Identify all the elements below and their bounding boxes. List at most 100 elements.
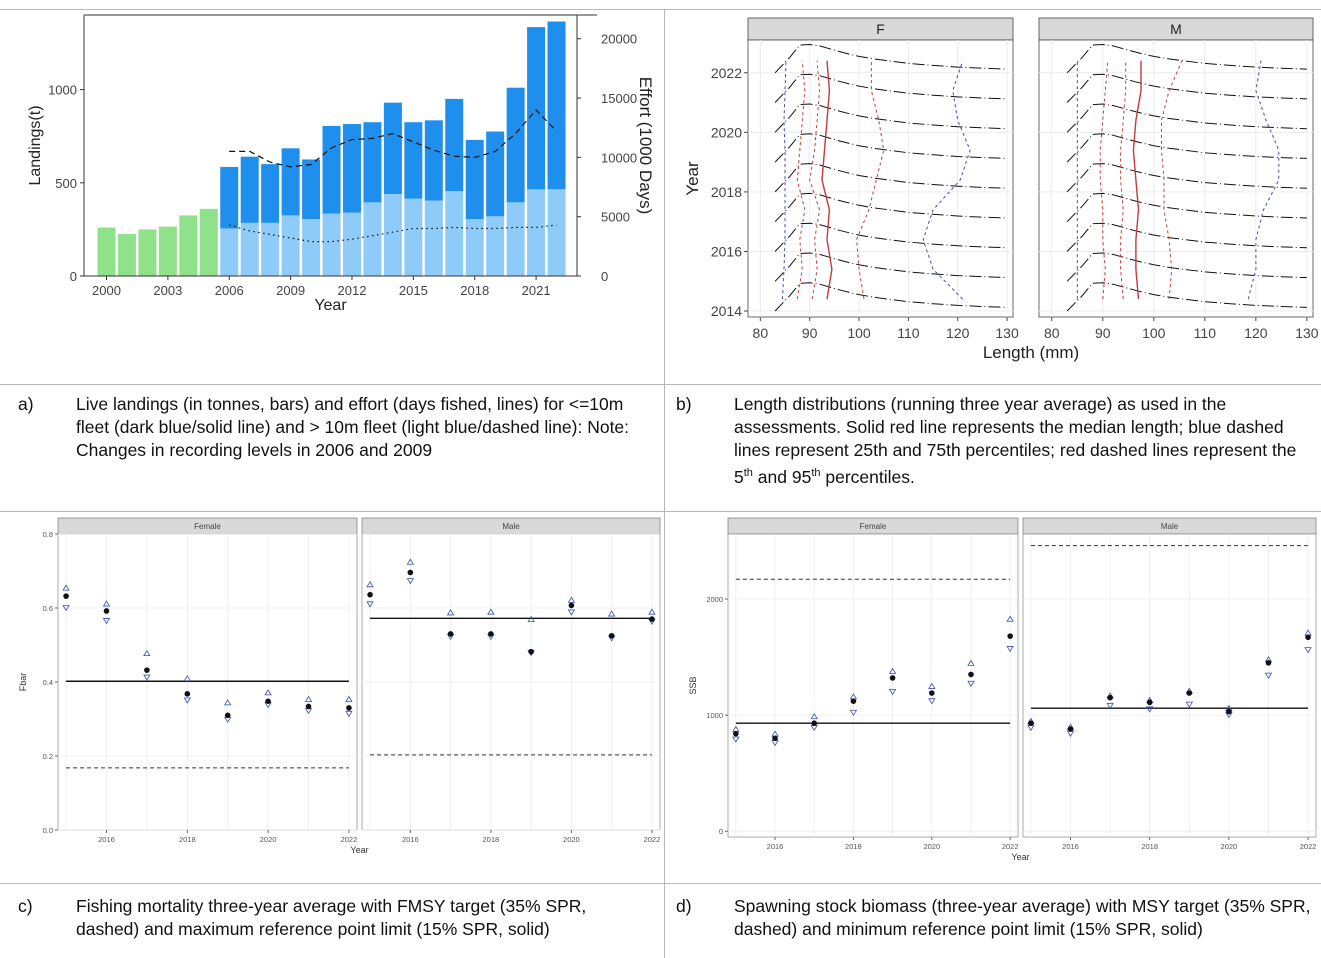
chart-b-xlabel: Length (mm) xyxy=(983,343,1079,362)
chart-c-point-Female-2015 xyxy=(63,593,69,599)
chart-b-xtick-label: 110 xyxy=(897,325,920,341)
chart-d-lower-marker-Male-2022 xyxy=(1304,647,1312,654)
chart-d-point-Male-2017 xyxy=(1107,694,1113,701)
caption-c: c) Fishing mortality three-year average … xyxy=(18,895,654,958)
chart-c-point-Female-2018 xyxy=(184,691,191,697)
caption-b-text: Length distributions (running three year… xyxy=(734,393,1314,489)
chart-d-xlabel: Year xyxy=(1011,852,1029,862)
chart-b-ridge-M-2021 xyxy=(1066,73,1307,103)
chart-b-ridge-M-2020 xyxy=(1066,103,1307,133)
chart-c-xtick-label: 2018 xyxy=(179,835,196,844)
chart-a-bar-2017-s1 xyxy=(445,191,464,276)
chart-a-bar-2011-s2 xyxy=(322,125,341,214)
chart-b-median-line-M xyxy=(1132,60,1142,300)
chart-c-upper-marker-Female-2019 xyxy=(223,699,232,706)
chart-b-ridge-M-2019 xyxy=(1066,133,1307,163)
chart-a-bar-2005-s0 xyxy=(199,208,218,276)
chart-d-strip-label-Female: Female xyxy=(860,522,887,531)
chart-d-point-Male-2019 xyxy=(1186,690,1193,696)
chart-d-point-Female-2018 xyxy=(850,698,857,704)
chart-d-point-Male-2018 xyxy=(1146,699,1153,706)
chart-b-ridge-F-2021 xyxy=(774,73,1008,103)
caption-b-sup-2: th xyxy=(811,467,821,479)
chart-c-upper-marker-Male-2018 xyxy=(487,608,495,615)
chart-b-p25-line-F xyxy=(809,60,821,300)
chart-b-p5-line-M xyxy=(1099,60,1109,300)
chart-b-xtick-label: 80 xyxy=(1044,325,1060,341)
chart-d-xtick-label: 2022 xyxy=(1002,842,1019,851)
chart-c-point-Female-2017 xyxy=(144,667,150,673)
chart-a-bar-2019-s1 xyxy=(486,216,505,276)
chart-c-point-Male-2021 xyxy=(608,632,615,639)
chart-c-svg: Female 2016 2018 2020 2022 Male 2016 2018 2020 20… xyxy=(18,517,661,855)
chart-c-point-Female-2021 xyxy=(305,703,312,710)
chart-b-ridge-M-2015 xyxy=(1066,252,1307,282)
chart-a-bar-2008-s2 xyxy=(261,164,280,223)
chart-a-ytick-label: 1000 xyxy=(48,83,77,98)
grid-vertical-divider xyxy=(664,9,665,958)
chart-c-upper-marker-Female-2018 xyxy=(183,675,192,682)
chart-c-lower-marker-Female-2017 xyxy=(143,674,151,681)
chart-c-upper-marker-Female-2021 xyxy=(304,695,313,702)
chart-b-ridge-M-2016 xyxy=(1066,222,1307,252)
chart-a-xtick-label: 2000 xyxy=(92,283,121,298)
chart-d-point-Male-2016 xyxy=(1067,726,1074,732)
chart-b-ytick-label: 2022 xyxy=(711,65,742,81)
chart-d-upper-marker-Female-2019 xyxy=(888,667,897,674)
chart-b-ridge-M-2017 xyxy=(1066,192,1307,223)
chart-a-bar-2021-s1 xyxy=(527,189,546,276)
caption-a-label: a) xyxy=(18,394,34,414)
chart-a-y2tick-label: 20000 xyxy=(601,32,637,47)
chart-c-xtick-label: 2016 xyxy=(98,835,115,844)
chart-a-y2tick-label: 5000 xyxy=(601,210,630,225)
chart-a-bar-2016-s1 xyxy=(424,200,443,276)
chart-b-lower-blue-line-F xyxy=(782,60,787,300)
chart-c-xlabel: Year xyxy=(350,845,368,855)
chart-a-xtick-label: 2018 xyxy=(460,283,489,298)
chart-c-upper-marker-Male-2019 xyxy=(527,615,535,622)
caption-c-label: c) xyxy=(18,896,33,916)
caption-b-label: b) xyxy=(676,394,692,414)
caption-b-text-main: Length distributions (running three year… xyxy=(734,394,1297,487)
chart-d-point-Female-2019 xyxy=(889,675,896,681)
figure-b-length-distributions: F 80 90 100 110 120 130 M 80 90 100 110 120 130 2014 20… xyxy=(665,10,1321,384)
chart-a-ytick-label: 0 xyxy=(70,269,77,284)
chart-b-xtick-label: 110 xyxy=(1194,325,1217,341)
chart-a-bar-2009-s1 xyxy=(281,215,300,276)
chart-d-svg: Female 2016 2018 2020 2022 Male 2016 2018 2020 20… xyxy=(688,517,1316,862)
chart-a-xtick-label: 2012 xyxy=(338,283,367,298)
chart-a-bar-2000-s0 xyxy=(97,227,116,276)
chart-c-point-Male-2022 xyxy=(649,616,655,622)
chart-a-bar-2010-s2 xyxy=(302,159,321,220)
chart-b-xtick-label: 120 xyxy=(1244,325,1268,341)
chart-b-xtick-label: 100 xyxy=(847,325,871,341)
chart-a-xtick-label: 2003 xyxy=(153,283,182,298)
chart-c-point-Female-2022 xyxy=(346,705,352,711)
chart-b-ridge-F-2017 xyxy=(774,192,1008,223)
chart-a-bar-2018-s2 xyxy=(465,139,484,220)
chart-d-lower-marker-Female-2022 xyxy=(1006,646,1014,653)
chart-a-bar-2001-s0 xyxy=(117,234,136,276)
chart-b-ridge-F-2019 xyxy=(774,133,1008,163)
chart-c-upper-marker-Male-2015 xyxy=(366,581,374,588)
chart-a-ylabel: Landings(t) xyxy=(27,105,44,185)
chart-a-xtick-label: 2006 xyxy=(215,283,244,298)
chart-c-point-Male-2020 xyxy=(568,602,575,609)
caption-b-text-end: percentiles. xyxy=(820,466,915,487)
chart-a-bar-2012-s1 xyxy=(342,212,361,276)
chart-d-xtick-label: 2018 xyxy=(1141,842,1158,851)
chart-b-p75-line-M xyxy=(1161,60,1183,300)
chart-d-point-Female-2015 xyxy=(733,730,739,737)
chart-c-point-Female-2020 xyxy=(265,698,271,705)
chart-d-xtick-label: 2020 xyxy=(1221,842,1238,851)
chart-b-xtick-label: 120 xyxy=(946,325,970,341)
chart-c-ylabel: Fbar xyxy=(18,673,28,692)
chart-c-upper-marker-Female-2016 xyxy=(102,600,111,607)
chart-a-bar-2015-s1 xyxy=(404,198,423,276)
chart-b-ridge-F-2014 xyxy=(774,282,1008,312)
chart-c-upper-marker-Male-2017 xyxy=(446,609,455,616)
chart-d-xtick-label: 2016 xyxy=(1062,842,1079,851)
chart-a-xlabel: Year xyxy=(314,297,347,314)
chart-a-bar-2003-s0 xyxy=(158,226,177,276)
